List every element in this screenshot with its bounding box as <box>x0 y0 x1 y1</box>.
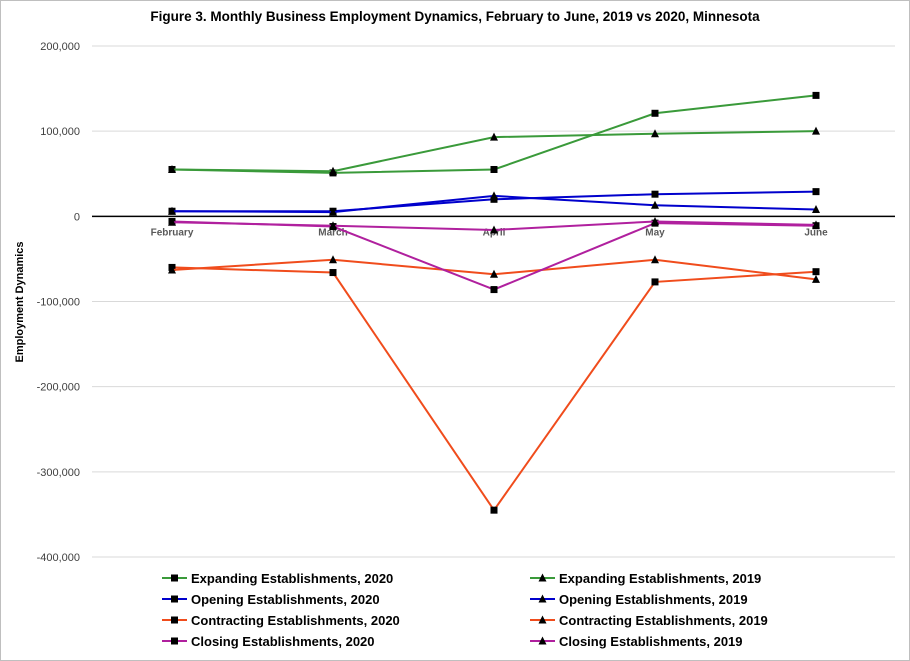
data-point <box>651 278 659 286</box>
data-point <box>329 221 337 230</box>
series-line <box>171 266 817 512</box>
legend-label: Expanding Establishments, 2020 <box>191 571 393 586</box>
data-point <box>168 164 176 173</box>
data-point <box>490 165 498 173</box>
legend-label: Opening Establishments, 2019 <box>559 592 748 607</box>
data-point <box>168 265 176 274</box>
legend-item: Expanding Establishments, 2020 <box>162 571 393 586</box>
legend-label: Expanding Establishments, 2019 <box>559 571 761 586</box>
x-tick-label: May <box>645 227 665 238</box>
legend-item: Opening Establishments, 2020 <box>162 592 380 607</box>
legend-label: Contracting Establishments, 2020 <box>191 613 400 628</box>
data-point <box>651 109 659 117</box>
y-tick-label: 0 <box>74 211 80 223</box>
legend-label: Closing Establishments, 2020 <box>191 634 375 649</box>
legend-label: Closing Establishments, 2019 <box>559 634 743 649</box>
data-point <box>329 207 337 216</box>
data-point <box>651 216 659 225</box>
data-point <box>651 129 659 138</box>
series <box>168 191 820 216</box>
y-tick-label: -100,000 <box>37 297 80 309</box>
legend-item: Expanding Establishments, 2019 <box>530 571 761 586</box>
y-tick-label: 100,000 <box>40 126 80 138</box>
data-point <box>812 91 820 99</box>
x-tick-label: June <box>804 227 828 238</box>
data-point <box>812 268 820 276</box>
y-axis-ticks: 200,000 100,000 0 -100,000 -200,000 -300,000 -… <box>37 41 80 564</box>
data-point <box>812 220 820 229</box>
chart-title: Figure 3. Monthly Business Employment Dy… <box>150 9 760 24</box>
data-point <box>812 188 820 196</box>
data-point <box>168 217 176 226</box>
legend-item: Contracting Establishments, 2020 <box>162 613 400 628</box>
data-point <box>651 255 659 264</box>
y-tick-label: -300,000 <box>37 467 80 479</box>
series <box>168 255 820 283</box>
data-point <box>329 269 337 277</box>
data-point <box>490 132 498 141</box>
legend-item: Opening Establishments, 2019 <box>530 592 748 607</box>
series <box>168 216 820 234</box>
x-tick-label: March <box>318 227 347 238</box>
legend-marker <box>171 595 178 603</box>
data-point <box>490 191 498 200</box>
series-lines <box>168 91 820 514</box>
legend-marker <box>538 615 547 624</box>
x-tick-label: February <box>151 227 194 238</box>
legend-marker <box>538 573 547 582</box>
legend-label: Contracting Establishments, 2019 <box>559 613 768 628</box>
y-tick-label: 200,000 <box>40 41 80 53</box>
data-point <box>812 205 820 214</box>
legend-marker <box>171 637 178 645</box>
data-point <box>490 506 498 514</box>
legend-item: Closing Establishments, 2020 <box>162 634 375 649</box>
data-point <box>329 166 337 175</box>
data-point <box>812 126 820 135</box>
data-point <box>329 255 337 264</box>
data-point <box>490 286 498 294</box>
legend: Expanding Establishments, 2020 Expanding … <box>162 571 768 649</box>
legend-item: Closing Establishments, 2019 <box>530 634 743 649</box>
gridlines <box>92 45 895 558</box>
legend-label: Opening Establishments, 2020 <box>191 592 380 607</box>
legend-marker <box>171 616 178 624</box>
y-tick-label: -200,000 <box>37 382 80 394</box>
legend-marker <box>171 574 178 582</box>
data-point <box>490 225 498 234</box>
data-point <box>651 190 659 198</box>
data-point <box>651 200 659 209</box>
data-point <box>490 269 498 278</box>
y-tick-label: -400,000 <box>37 552 80 564</box>
data-point <box>812 274 820 283</box>
data-point <box>168 206 176 215</box>
legend-marker <box>538 636 547 645</box>
legend-marker <box>538 594 547 603</box>
series <box>168 126 820 175</box>
legend-item: Contracting Establishments, 2019 <box>530 613 768 628</box>
